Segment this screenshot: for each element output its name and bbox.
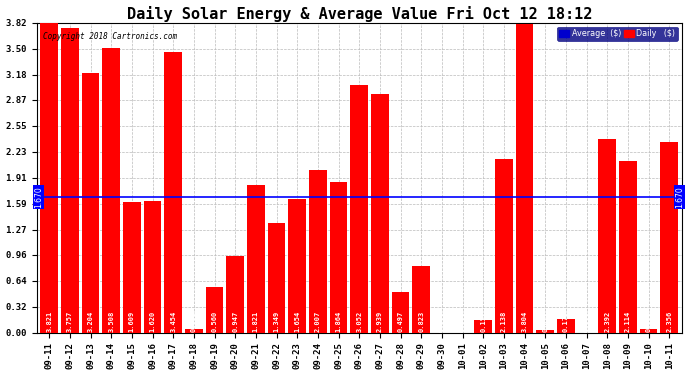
- Text: 1.864: 1.864: [335, 311, 342, 333]
- Text: 2.356: 2.356: [667, 311, 672, 333]
- Text: 3.508: 3.508: [108, 311, 114, 333]
- Text: 3.804: 3.804: [522, 311, 528, 333]
- Bar: [123, 202, 141, 333]
- Bar: [413, 266, 430, 333]
- Bar: [660, 142, 678, 333]
- Bar: [185, 328, 203, 333]
- Bar: [309, 170, 326, 333]
- Text: 0.000: 0.000: [584, 311, 589, 333]
- Bar: [226, 256, 244, 333]
- Text: 0.497: 0.497: [397, 311, 404, 333]
- Bar: [536, 330, 554, 333]
- Text: 2.007: 2.007: [315, 311, 321, 333]
- Text: 1.349: 1.349: [273, 311, 279, 333]
- Text: 0.560: 0.560: [212, 311, 217, 333]
- Text: 0.052: 0.052: [191, 311, 197, 333]
- Text: 2.392: 2.392: [604, 311, 610, 333]
- Title: Daily Solar Energy & Average Value Fri Oct 12 18:12: Daily Solar Energy & Average Value Fri O…: [126, 6, 592, 21]
- Bar: [268, 224, 286, 333]
- Bar: [41, 22, 58, 333]
- Text: 2.138: 2.138: [501, 311, 507, 333]
- Text: 3.757: 3.757: [67, 311, 73, 333]
- Bar: [61, 28, 79, 333]
- Bar: [247, 185, 265, 333]
- Text: 0.175: 0.175: [563, 311, 569, 333]
- Bar: [598, 139, 616, 333]
- Text: 2.114: 2.114: [625, 311, 631, 333]
- Bar: [144, 201, 161, 333]
- Bar: [495, 159, 513, 333]
- Text: 0.823: 0.823: [418, 311, 424, 333]
- Bar: [102, 48, 120, 333]
- Text: 3.204: 3.204: [88, 311, 94, 333]
- Text: 1.670: 1.670: [34, 186, 43, 208]
- Text: 1.609: 1.609: [129, 311, 135, 333]
- Text: 1.620: 1.620: [150, 311, 155, 333]
- Text: 1.670: 1.670: [675, 186, 684, 208]
- Text: 3.052: 3.052: [356, 311, 362, 333]
- Text: 0.000: 0.000: [460, 311, 466, 333]
- Text: 0.947: 0.947: [233, 311, 238, 333]
- Bar: [164, 53, 182, 333]
- Text: 3.454: 3.454: [170, 311, 176, 333]
- Text: 1.821: 1.821: [253, 311, 259, 333]
- Text: Copyright 2018 Cartronics.com: Copyright 2018 Cartronics.com: [43, 32, 177, 41]
- Text: 0.157: 0.157: [480, 311, 486, 333]
- Bar: [351, 85, 368, 333]
- Bar: [392, 292, 409, 333]
- Bar: [371, 94, 388, 333]
- Bar: [475, 320, 492, 333]
- Legend: Average  ($), Daily   ($): Average ($), Daily ($): [557, 27, 678, 40]
- Text: 0.031: 0.031: [542, 311, 549, 333]
- Text: 2.939: 2.939: [377, 311, 383, 333]
- Text: 0.050: 0.050: [646, 311, 651, 333]
- Bar: [640, 329, 658, 333]
- Bar: [619, 161, 637, 333]
- Bar: [81, 73, 99, 333]
- Bar: [206, 287, 224, 333]
- Bar: [288, 199, 306, 333]
- Bar: [516, 24, 533, 333]
- Text: 3.821: 3.821: [46, 311, 52, 333]
- Bar: [330, 182, 347, 333]
- Text: 0.000: 0.000: [439, 311, 445, 333]
- Text: 1.654: 1.654: [294, 311, 300, 333]
- Bar: [557, 319, 575, 333]
